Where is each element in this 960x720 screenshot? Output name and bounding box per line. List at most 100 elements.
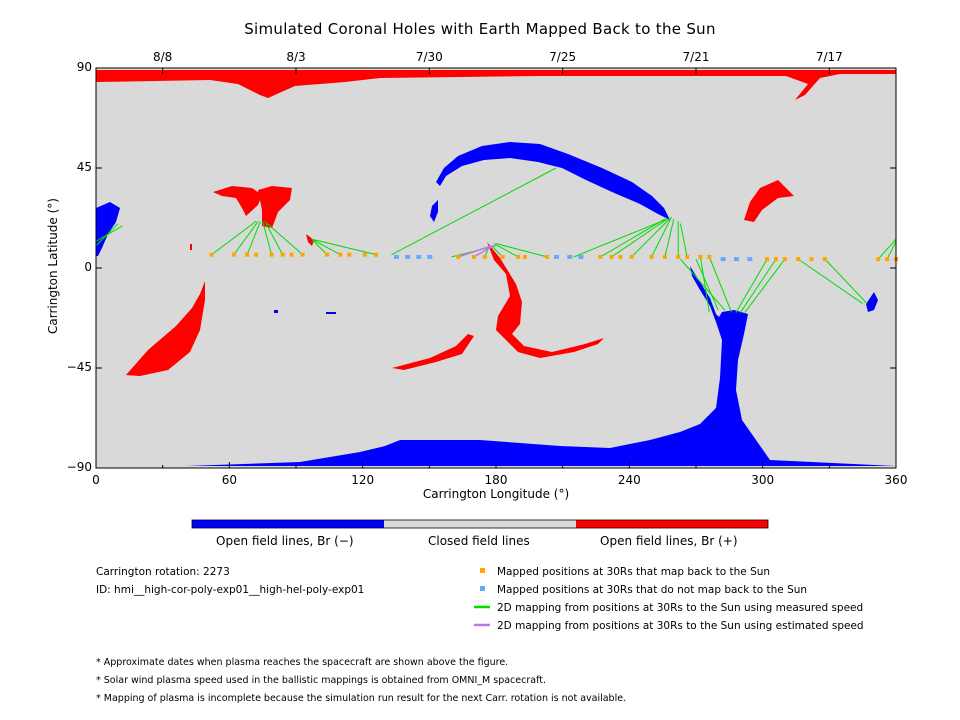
mapped-positions [209, 252, 898, 262]
positive-north-polar-cap [96, 70, 896, 100]
negative-tiny-dot-2 [326, 312, 336, 314]
back-point-7 [300, 252, 305, 257]
positive-spot-equator [306, 234, 314, 246]
back-point-32 [782, 257, 787, 262]
back-point-2 [245, 252, 250, 257]
back-point-5 [280, 252, 285, 257]
axis-ticks [95, 67, 897, 469]
back-point-12 [374, 252, 378, 257]
measured-mapping-line-29 [886, 241, 897, 260]
back-point-4 [269, 252, 274, 257]
x-axis-label: Carrington Longitude (°) [422, 487, 570, 501]
mapping-lines [95, 167, 897, 313]
back-point-34 [809, 257, 814, 262]
back-point-14 [471, 254, 476, 259]
back-point-25 [662, 254, 667, 259]
back-point-13 [456, 254, 461, 259]
measured-mapping-line-21 [699, 256, 710, 313]
back-point-30 [765, 257, 770, 262]
measured-mapping-line-23 [735, 258, 768, 313]
top-date-label-3: 7/25 [549, 50, 577, 64]
no-back-point-3 [427, 254, 433, 259]
measured-mapping-line-13 [495, 243, 548, 258]
back-point-17 [516, 254, 521, 259]
measured-mapping-line-3 [262, 221, 273, 255]
back-point-26 [676, 254, 681, 259]
positive-streak-south [126, 281, 205, 376]
x-tick-label-6: 360 [884, 473, 908, 487]
note-dates: * Approximate dates when plasma reaches … [96, 657, 509, 668]
negative-north-arc [436, 142, 670, 220]
top-date-label-5: 7/17 [815, 50, 843, 64]
measured-mapping-line-4 [264, 221, 284, 255]
no-back-point-9 [747, 257, 753, 262]
measured-mapping-line-35 [573, 218, 668, 258]
top-date-label-1: 8/3 [286, 50, 306, 64]
measured-mapping-line-33 [695, 258, 719, 311]
colorbar-label-closed: Closed field lines [428, 534, 530, 548]
legend-label-measured: 2D mapping from positions at 30Rs to the… [497, 602, 864, 614]
estimated-mapping-line-0 [457, 245, 492, 258]
no-back-point-6 [578, 254, 584, 259]
measured-mapping-line-7 [311, 238, 341, 256]
no-back-point-2 [416, 254, 422, 259]
no-back-point-4 [554, 254, 559, 259]
measured-mapping-line-20 [679, 223, 688, 257]
back-point-33 [796, 257, 801, 262]
no-back-point-0 [394, 254, 399, 259]
back-point-11 [362, 252, 367, 257]
measured-mapping-line-2 [246, 221, 261, 255]
legend-marker-no-back [480, 586, 485, 591]
measured-mapping-line-16 [631, 218, 670, 258]
back-point-21 [609, 254, 614, 259]
no-back-point-5 [567, 254, 573, 259]
measured-mapping-line-12 [493, 243, 519, 258]
top-date-label-0: 8/8 [153, 50, 173, 64]
back-point-27 [685, 254, 690, 259]
measured-mapping-line-8 [311, 238, 377, 256]
back-point-31 [774, 257, 778, 262]
measured-mapping-line-28 [877, 238, 897, 260]
chart-title: Simulated Coronal Holes with Earth Mappe… [244, 20, 716, 38]
measured-mapping-line-18 [664, 218, 675, 258]
measured-mapping-line-25 [744, 258, 786, 313]
no-back-point-7 [720, 257, 726, 262]
measured-mapping-line-0 [211, 220, 257, 256]
no-back-point-1 [405, 254, 411, 259]
back-point-6 [289, 252, 294, 257]
legend-label-estimated: 2D mapping from positions at 30Rs to the… [497, 620, 864, 632]
measured-mapping-line-1 [233, 221, 259, 255]
measured-mapping-line-22 [708, 256, 733, 313]
x-tick-label-5: 300 [751, 473, 775, 487]
colorbar-closed [384, 520, 576, 528]
x-tick-label-2: 120 [351, 473, 375, 487]
legend-markers [474, 568, 490, 627]
back-point-19 [545, 254, 550, 259]
note-incomplete: * Mapping of plasma is incomplete becaus… [96, 693, 627, 704]
colorbar-label-negative: Open field lines, Br (−) [216, 534, 354, 548]
measured-mapping-line-5 [266, 223, 303, 256]
positive-coronal-holes [96, 70, 896, 376]
run-id: ID: hmi__high-cor-poly-exp01__high-hel-p… [96, 584, 365, 596]
positive-southern-sliver [392, 334, 474, 370]
negative-west-patch [96, 202, 120, 256]
positive-patch-mid [258, 186, 292, 228]
back-point-0 [209, 252, 214, 257]
legend-marker-back [480, 568, 485, 573]
y-tick-label-2: 0 [84, 260, 92, 274]
back-point-24 [649, 254, 654, 259]
back-point-28 [698, 254, 703, 259]
back-point-35 [822, 257, 827, 262]
measured-mapping-line-26 [824, 258, 868, 304]
colorbar-positive [576, 520, 768, 528]
measured-mapping-line-24 [740, 258, 777, 313]
x-tick-label-0: 0 [92, 473, 100, 487]
negative-east-spot [866, 292, 878, 312]
back-point-23 [629, 254, 634, 259]
back-point-9 [338, 252, 343, 257]
y-tick-label-0: −90 [66, 460, 92, 474]
measured-mapping-line-27 [797, 258, 863, 304]
colorbar [191, 519, 769, 529]
measured-mapping-line-17 [651, 216, 673, 258]
x-tick-label-1: 60 [221, 473, 237, 487]
